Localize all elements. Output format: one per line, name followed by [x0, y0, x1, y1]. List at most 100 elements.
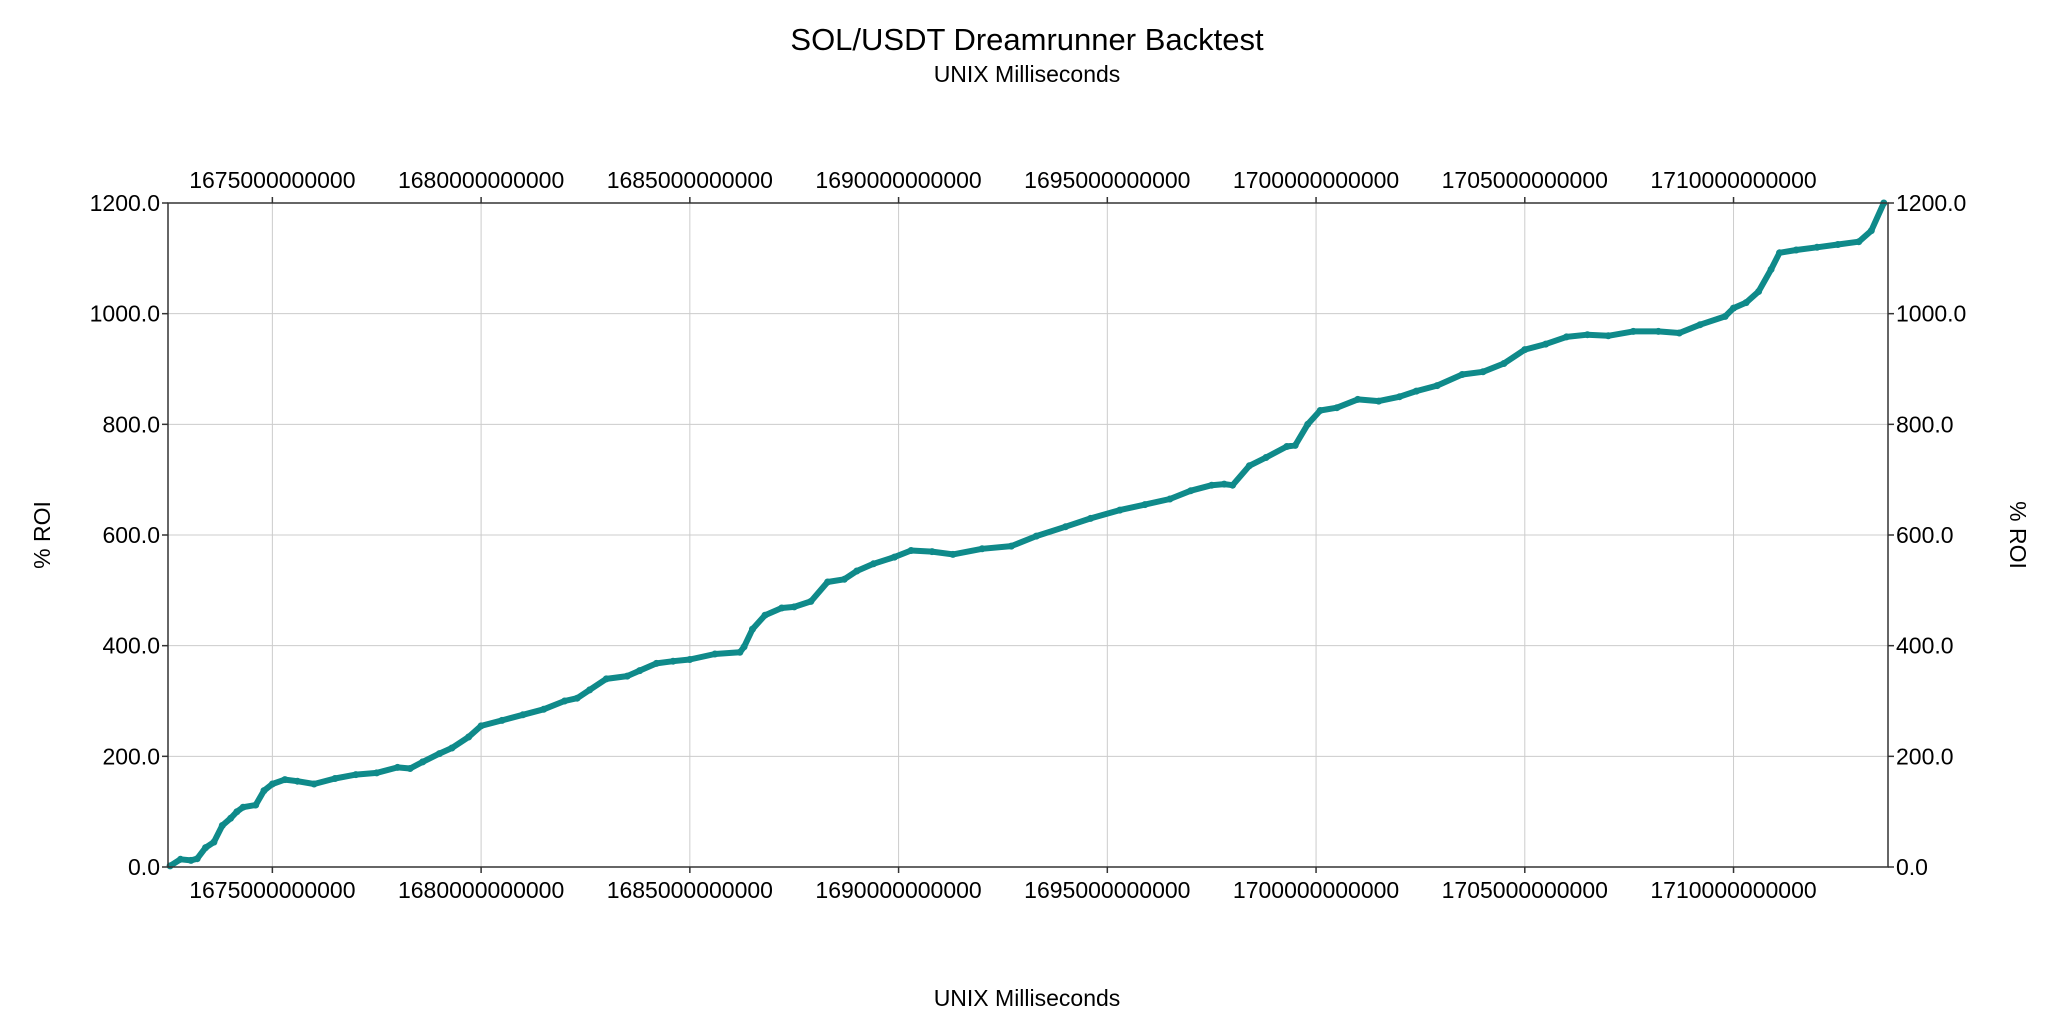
- data-point: [435, 750, 443, 758]
- data-point: [1166, 495, 1174, 503]
- x-axis-label: UNIX Milliseconds: [934, 985, 1121, 1011]
- data-point: [652, 659, 660, 667]
- data-point: [202, 844, 210, 852]
- y-tick-label-left: 1000.0: [90, 301, 160, 327]
- tick-layer: 1675000000000 1675000000000 1680000000000 1…: [90, 167, 1967, 903]
- y-tick-label-right: 1200.0: [1896, 190, 1966, 216]
- x-tick-label-bottom: 1700000000000: [1233, 877, 1399, 903]
- data-point: [949, 550, 957, 558]
- y-tick-label-right: 200.0: [1896, 743, 1954, 769]
- data-point: [1354, 395, 1362, 403]
- x-tick-label-bottom: 1690000000000: [815, 877, 981, 903]
- y-tick-label-left: 600.0: [102, 522, 160, 548]
- data-point: [1792, 246, 1800, 254]
- data-point: [636, 667, 644, 675]
- data-point: [1245, 462, 1253, 470]
- data-point: [1867, 227, 1875, 235]
- data-point: [1229, 481, 1237, 489]
- data-point: [1208, 481, 1216, 489]
- data-point: [1583, 331, 1591, 339]
- data-point: [1730, 304, 1737, 312]
- x-tick-label-bottom: 1695000000000: [1024, 877, 1190, 903]
- x-tick-label-top: 1695000000000: [1024, 167, 1190, 193]
- data-point: [907, 547, 915, 554]
- data-point: [1291, 441, 1299, 449]
- y-tick-label-right: 600.0: [1896, 522, 1954, 548]
- data-point: [870, 560, 877, 568]
- data-point: [1032, 532, 1040, 540]
- chart-title: SOL/USDT Dreamrunner Backtest: [790, 22, 1264, 57]
- data-point: [561, 697, 569, 705]
- data-point: [1521, 346, 1529, 354]
- data-point: [1062, 523, 1070, 531]
- y-tick-label-right: 0.0: [1896, 854, 1928, 880]
- data-point: [1654, 327, 1662, 335]
- data-point: [1333, 404, 1341, 412]
- y-axis-label-left: % ROI: [29, 501, 55, 569]
- data-point: [740, 643, 748, 651]
- data-point: [477, 722, 485, 730]
- data-point: [210, 838, 218, 846]
- data-point: [623, 672, 631, 680]
- data-point: [448, 744, 456, 752]
- x-tick-label-top: 1675000000000: [189, 167, 355, 193]
- data-point: [1675, 329, 1683, 337]
- y-tick-label-left: 400.0: [102, 633, 160, 659]
- x-tick-label-top: 1700000000000: [1233, 167, 1399, 193]
- data-point: [1141, 501, 1149, 509]
- data-point: [1412, 387, 1420, 395]
- data-point: [1834, 241, 1842, 248]
- y-tick-label-left: 800.0: [102, 411, 160, 437]
- data-point: [1542, 340, 1550, 348]
- data-point: [1629, 327, 1637, 335]
- data-point: [807, 597, 815, 605]
- data-point: [686, 656, 694, 663]
- data-point: [1479, 368, 1487, 376]
- data-point: [711, 650, 719, 658]
- data-point: [268, 780, 276, 788]
- y-tick-label-left: 0.0: [128, 854, 160, 880]
- x-tick-label-bottom: 1710000000000: [1650, 877, 1816, 903]
- data-point: [187, 856, 195, 864]
- series-layer: [166, 199, 1888, 870]
- data-point: [1304, 420, 1312, 428]
- data-point: [1433, 382, 1441, 390]
- data-point: [1755, 288, 1763, 295]
- data-point: [840, 575, 848, 583]
- data-point: [761, 611, 769, 619]
- data-point: [1396, 393, 1404, 401]
- data-point: [293, 777, 301, 785]
- data-point: [1721, 312, 1729, 320]
- x-tick-label-top: 1690000000000: [815, 167, 981, 193]
- data-point: [239, 803, 247, 811]
- data-point: [669, 657, 677, 665]
- data-point: [1087, 514, 1095, 522]
- data-point: [1116, 506, 1124, 514]
- data-point: [749, 625, 756, 633]
- data-point: [1283, 443, 1291, 450]
- grid-lines: [168, 203, 1888, 867]
- data-point: [1187, 487, 1195, 495]
- data-point: [824, 578, 832, 586]
- data-point: [1262, 454, 1270, 461]
- data-point: [602, 675, 610, 683]
- chart-subtitle: UNIX Milliseconds: [934, 61, 1121, 87]
- x-tick-label-top: 1680000000000: [398, 167, 564, 193]
- data-point: [252, 801, 260, 809]
- data-point: [218, 822, 226, 829]
- data-point: [331, 775, 339, 782]
- x-tick-label-bottom: 1675000000000: [189, 877, 355, 903]
- data-point: [736, 648, 744, 656]
- y-tick-label-right: 1000.0: [1896, 301, 1966, 327]
- data-point: [1742, 299, 1750, 307]
- data-point: [778, 604, 786, 612]
- data-point: [928, 548, 936, 556]
- data-point: [310, 780, 318, 788]
- data-point: [890, 553, 898, 561]
- data-point: [233, 808, 241, 816]
- data-point: [1563, 333, 1570, 341]
- x-tick-label-top: 1685000000000: [607, 167, 773, 193]
